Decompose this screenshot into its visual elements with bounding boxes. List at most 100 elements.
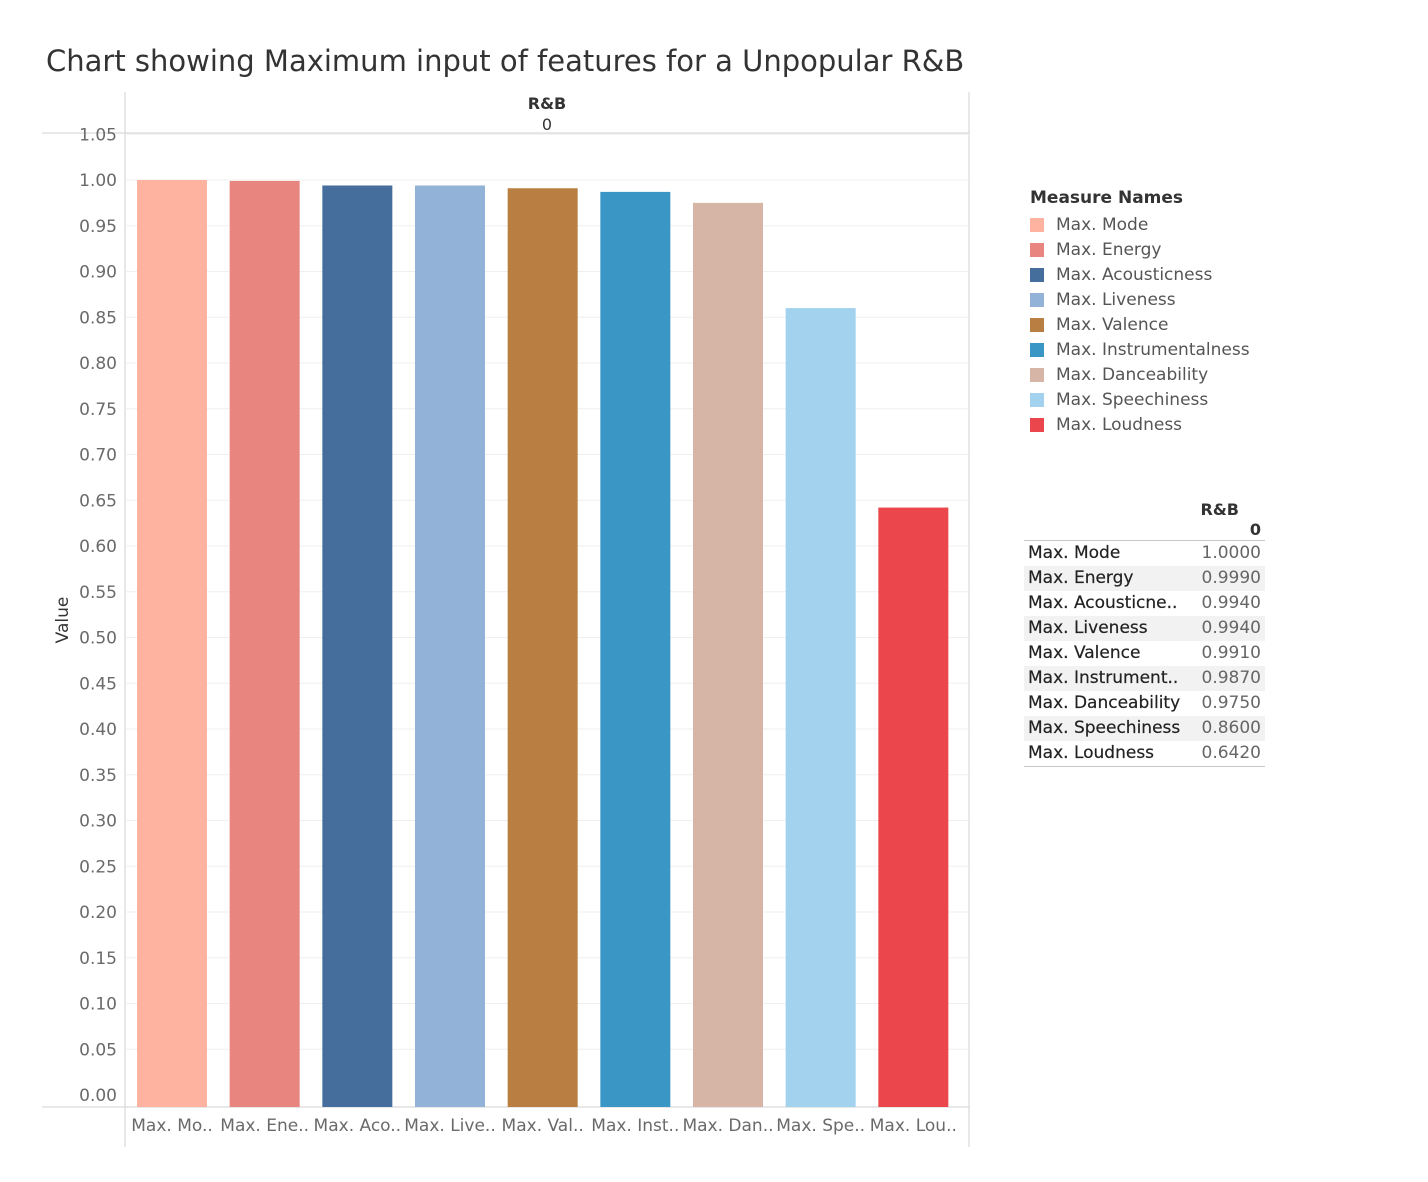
legend-label: Max. Speechiness [1056,389,1209,410]
table-row-value: 0.8600 [1201,718,1261,738]
y-tick-label: 0.65 [79,491,117,511]
x-tick-label: Max. Spe.. [776,1116,865,1136]
table-row-value: 0.6420 [1201,743,1261,763]
legend-swatch [1030,417,1044,432]
table-row: Max. Mode 1.0000 [1024,541,1265,566]
legend-item[interactable]: Max. Acousticness [1030,262,1250,287]
legend-label: Max. Danceability [1056,364,1209,385]
bar [507,188,578,1108]
table-row-label: Max. Energy [1028,568,1134,588]
table-header-label: R&B [1200,500,1239,519]
table-row-label: Max. Acousticne.. [1028,593,1178,613]
table-row: Max. Loudness 0.6420 [1024,741,1265,767]
legend-swatch [1030,367,1044,382]
bar [322,185,393,1108]
legend: Measure Names Max. Mode Max. Energy Max. A… [1030,188,1250,437]
legend-label: Max. Mode [1056,214,1149,235]
table-row-value: 1.0000 [1201,543,1261,563]
x-tick-label: Max. Mo.. [131,1116,213,1136]
y-tick-label: 0.60 [79,537,117,557]
x-tick-label: Max. Dan.. [682,1116,773,1136]
y-axis-ticks: 0.00 0.05 0.10 0.15 0.20 0.25 0.30 0.35 0.40 0.45… [79,125,117,1106]
legend-item[interactable]: Max. Mode [1030,212,1250,237]
legend-swatch [1030,392,1044,407]
bar [415,185,485,1108]
table-row-label: Max. Liveness [1028,618,1148,638]
x-tick-label: Max. Inst.. [591,1116,679,1136]
y-axis-label: Value [53,597,73,644]
bar [878,507,949,1107]
bar [137,180,207,1107]
x-tick-label: Max. Aco.. [314,1116,402,1136]
y-tick-label: 0.80 [79,354,117,374]
table-row: Max. Energy 0.9990 [1024,566,1265,591]
table-row-value: 0.9990 [1201,568,1261,588]
x-tick-label: Max. Ene.. [220,1116,309,1136]
table-row-value: 0.9870 [1201,668,1261,688]
y-tick-label: 0.85 [79,308,117,328]
column-header-label: R&B [528,94,566,113]
legend-swatch [1030,217,1044,232]
chart-title: Chart showing Maximum input of features … [46,44,965,78]
bars [137,180,949,1108]
legend-swatch [1030,342,1044,357]
table-row-label: Max. Danceability [1028,693,1181,713]
y-tick-label: 0.25 [79,857,117,877]
table-row-value: 0.9940 [1201,593,1261,613]
x-tick-label: Max. Live.. [404,1116,495,1136]
table-row-label: Max. Mode [1028,543,1121,563]
y-tick-label: 0.40 [79,720,117,740]
table-row: Max. Valence 0.9910 [1024,641,1265,666]
legend-swatch [1030,267,1044,282]
legend-item[interactable]: Max. Danceability [1030,362,1250,387]
legend-items: Max. Mode Max. Energy Max. Acousticness Max… [1030,212,1250,437]
legend-item[interactable]: Max. Liveness [1030,287,1250,312]
legend-label: Max. Instrumentalness [1056,339,1250,360]
bar [600,191,671,1107]
legend-label: Max. Acousticness [1056,264,1213,285]
legend-swatch [1030,242,1044,257]
y-tick-label: 1.00 [79,171,117,191]
y-tick-label: 0.15 [79,949,117,969]
y-tick-label: 0.95 [79,217,117,237]
table-row: Max. Instrument.. 0.9870 [1024,666,1265,691]
legend-title: Measure Names [1030,188,1184,208]
legend-swatch [1030,292,1044,307]
table-row: Max. Danceability 0.9750 [1024,691,1265,716]
bar [229,180,300,1108]
column-header-value: 0 [542,115,552,134]
table-row-value: 0.9910 [1201,643,1261,663]
y-tick-label: 0.90 [79,263,117,283]
y-tick-label: 0.70 [79,446,117,466]
table-row: Max. Liveness 0.9940 [1024,616,1265,641]
x-tick-label: Max. Val.. [502,1116,584,1136]
y-tick-label: 0.35 [79,766,117,786]
legend-item[interactable]: Max. Loudness [1030,412,1250,437]
y-tick-label: 0.10 [79,995,117,1015]
y-tick-label: 0.45 [79,674,117,694]
bar [785,308,856,1108]
legend-label: Max. Loudness [1056,414,1183,435]
table-row-value: 0.9940 [1201,618,1261,638]
y-tick-label: 0.50 [79,629,117,649]
legend-item[interactable]: Max. Speechiness [1030,387,1250,412]
legend-item[interactable]: Max. Energy [1030,237,1250,262]
table-row: Max. Acousticne.. 0.9940 [1024,591,1265,616]
legend-label: Max. Liveness [1056,289,1176,310]
legend-label: Max. Energy [1056,239,1162,260]
legend-item[interactable]: Max. Instrumentalness [1030,337,1250,362]
legend-label: Max. Valence [1056,314,1169,335]
table-row-label: Max. Loudness [1028,743,1155,763]
legend-item[interactable]: Max. Valence [1030,312,1250,337]
table-row-label: Max. Instrument.. [1028,668,1179,688]
y-tick-label: 0.05 [79,1040,117,1060]
table-rows: Max. Mode 1.0000 Max. Energy 0.9990 Max. Aco… [1024,541,1265,767]
x-axis-ticks: Max. Mo.. Max. Ene.. Max. Aco.. Max. Live..… [131,1116,957,1136]
y-tick-label: 0.75 [79,400,117,420]
table-header-value: 0 [1024,520,1265,541]
legend-swatch [1030,317,1044,332]
table-row-value: 0.9750 [1201,693,1261,713]
y-tick-label: 0.00 [79,1086,117,1106]
table-row-label: Max. Valence [1028,643,1141,663]
